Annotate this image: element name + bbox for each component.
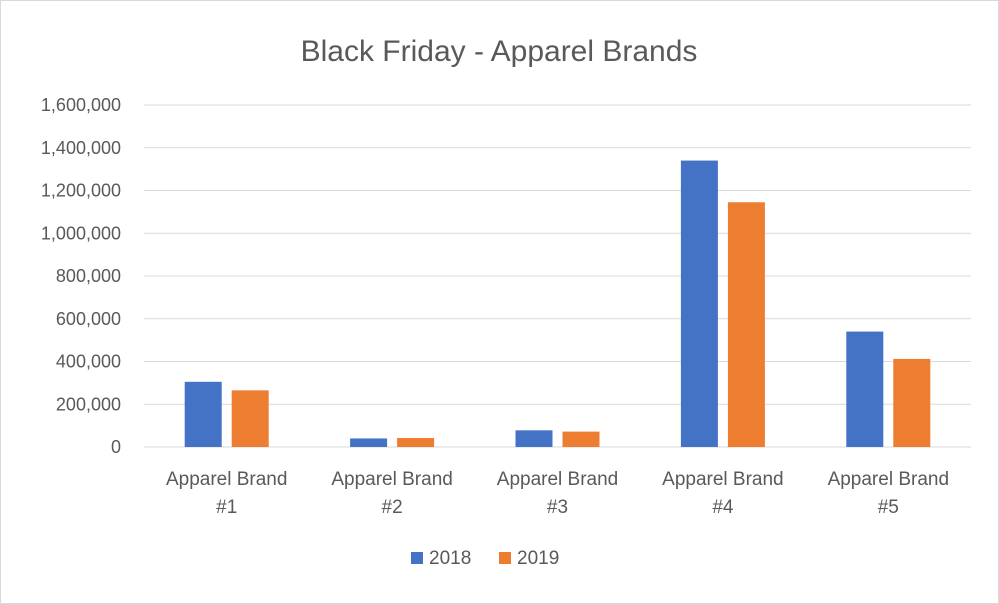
y-tick-label: 600,000 (56, 309, 121, 329)
y-tick-label: 800,000 (56, 266, 121, 286)
x-category-label: Apparel Brand #1 (166, 469, 287, 518)
y-axis-tick-labels: 0 200,000 400,000 600,000 800,000 1,000,000 1,… (41, 95, 121, 457)
gridlines (144, 104, 971, 448)
legend-swatch-2018 (411, 552, 423, 564)
y-tick-label: 200,000 (56, 394, 121, 414)
y-tick-label: 400,000 (56, 352, 121, 372)
bar-2019-3 (562, 431, 600, 447)
legend: 2018 2019 (411, 548, 559, 569)
y-tick-label: 1,600,000 (41, 95, 121, 115)
x-category-label: Apparel Brand #4 (662, 469, 783, 518)
bar-2018-5 (846, 331, 884, 447)
x-axis-category-labels: Apparel Brand #1 Apparel Brand #2 Apparel Br… (166, 469, 949, 518)
bars (184, 160, 931, 447)
bar-2018-2 (350, 438, 388, 447)
chart-title: Black Friday - Apparel Brands (301, 35, 698, 68)
y-tick-label: 1,000,000 (41, 223, 121, 243)
bar-2019-2 (397, 438, 435, 447)
y-tick-label: 1,400,000 (41, 138, 121, 158)
bar-2019-1 (231, 390, 269, 447)
bar-2018-4 (680, 160, 718, 447)
bar-2019-4 (727, 202, 765, 447)
x-category-label: Apparel Brand #5 (828, 469, 949, 518)
bar-2019-5 (893, 358, 931, 447)
x-category-label: Apparel Brand #2 (331, 469, 452, 518)
bar-2018-1 (184, 381, 222, 447)
bar-2018-3 (515, 430, 553, 447)
legend-swatch-2019 (499, 552, 511, 564)
y-tick-label: 0 (111, 437, 121, 457)
x-category-label: Apparel Brand #3 (497, 469, 618, 518)
legend-label-2018: 2018 (429, 548, 471, 569)
y-tick-label: 1,200,000 (41, 181, 121, 201)
legend-label-2019: 2019 (517, 548, 559, 569)
